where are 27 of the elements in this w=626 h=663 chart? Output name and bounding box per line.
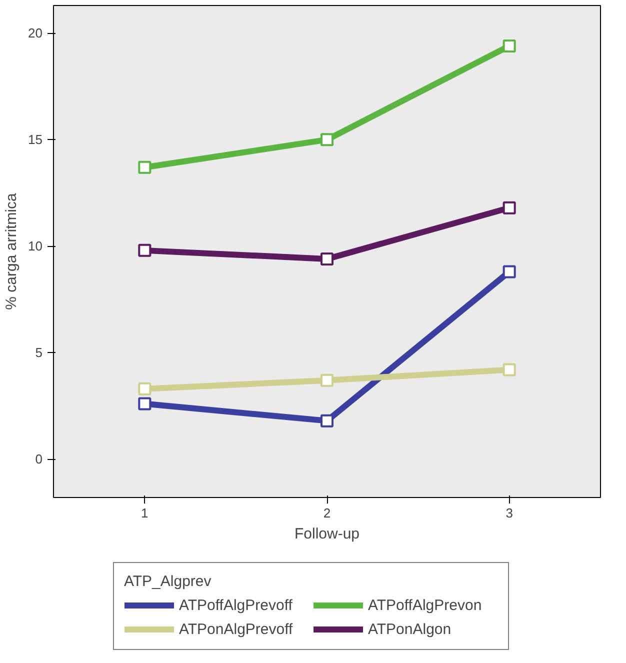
- legend-label: ATPonAlgon: [368, 620, 452, 638]
- point: [502, 201, 516, 214]
- x-tick-label: 2: [323, 506, 331, 520]
- legend-label: ATPonAlgPrevoff: [179, 620, 294, 638]
- y-axis-title: % carga arritmica: [3, 192, 20, 310]
- x-tick-label: 3: [506, 506, 513, 520]
- point: [320, 133, 334, 146]
- y-tick-label: 10: [28, 238, 43, 254]
- point: [320, 252, 334, 266]
- x-tick-label: 1: [141, 506, 148, 520]
- y-tick-label: 15: [28, 132, 43, 148]
- point: [138, 382, 152, 396]
- y-tick-label: 5: [35, 345, 43, 360]
- point: [320, 374, 334, 387]
- y-tick-label: 20: [28, 26, 43, 41]
- point: [138, 244, 152, 257]
- point: [138, 160, 152, 174]
- legend-title: ATP_Algprev: [124, 573, 212, 590]
- legend-label: ATPoffAlgPrevon: [368, 596, 483, 614]
- point: [502, 363, 516, 376]
- y-tick-label: 0: [35, 452, 43, 467]
- point: [502, 265, 516, 278]
- legend-label: ATPoffAlgPrevoff: [179, 596, 294, 614]
- x-axis-title: Follow-up: [294, 526, 360, 542]
- point: [320, 414, 334, 428]
- point: [502, 39, 516, 52]
- point: [138, 397, 152, 410]
